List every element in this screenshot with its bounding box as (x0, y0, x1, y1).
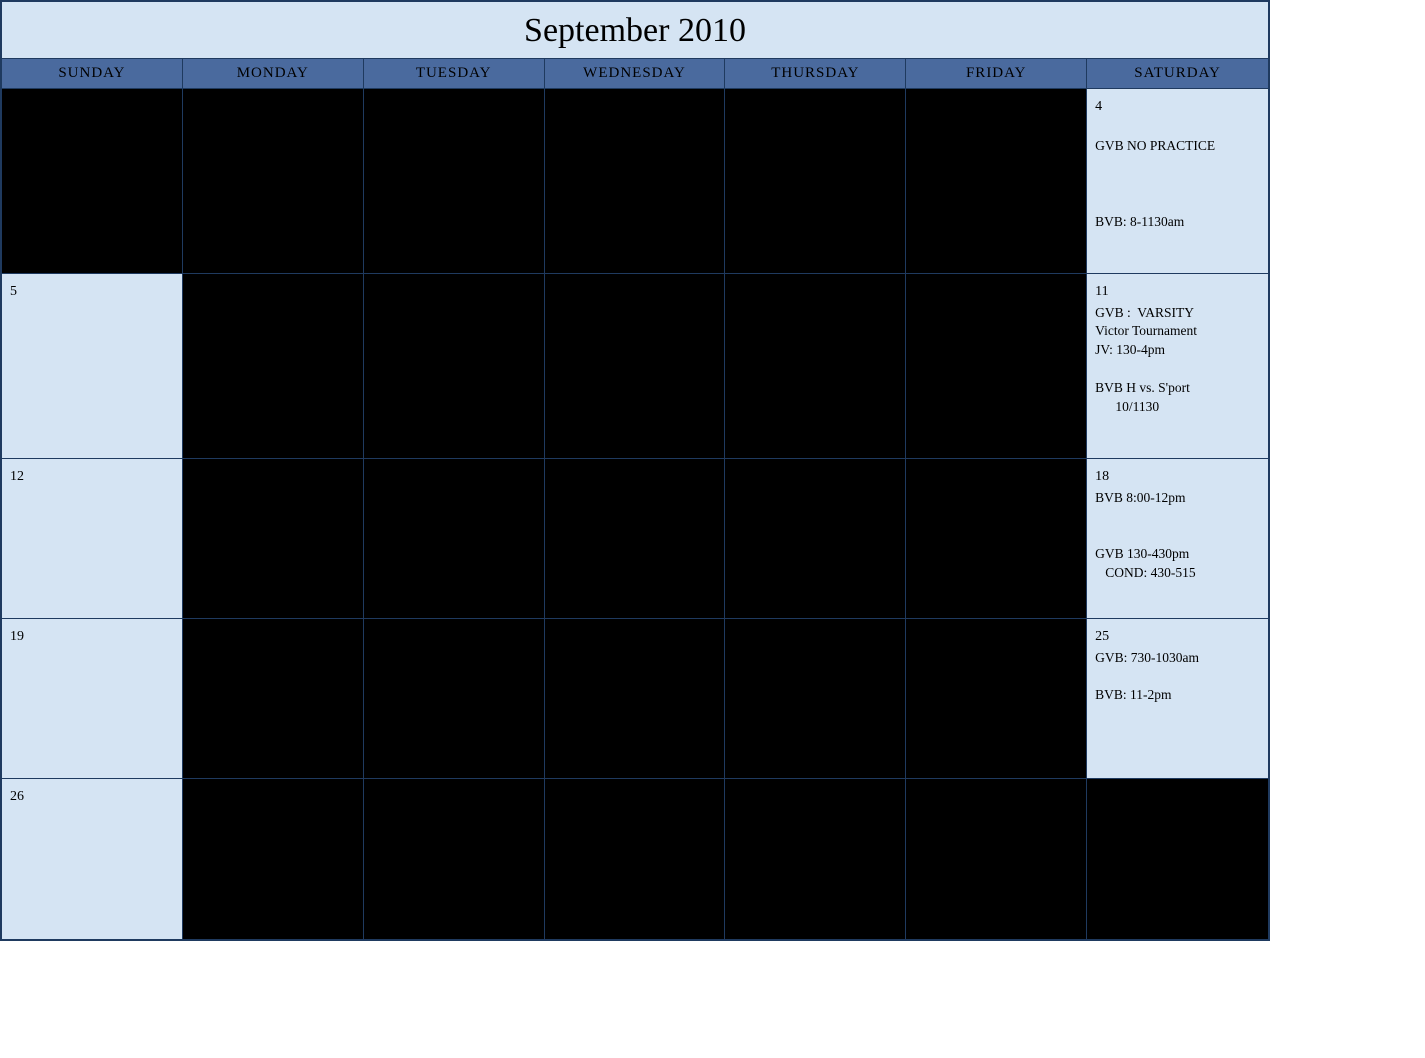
day-cell-blank (906, 459, 1087, 619)
day-cell-blank (364, 619, 545, 779)
day-cell-blank (545, 459, 726, 619)
event-text: BVB 8:00-12pm (1095, 489, 1260, 508)
day-cell: 19 (2, 619, 183, 779)
header-saturday: SATURDAY (1087, 59, 1268, 88)
day-cell-blank (725, 619, 906, 779)
day-cell-blank (1087, 779, 1268, 939)
header-friday: FRIDAY (906, 59, 1087, 88)
event-text (1095, 526, 1260, 545)
day-number: 4 (1095, 97, 1260, 117)
day-cell: 5 (2, 274, 183, 459)
day-number: 5 (10, 282, 174, 302)
day-number: 11 (1095, 282, 1260, 302)
header-wednesday: WEDNESDAY (545, 59, 726, 88)
day-cell-blank (545, 619, 726, 779)
day-cell-blank (545, 89, 726, 274)
event-text: GVB 130-430pm (1095, 545, 1260, 564)
event-text: BVB: 11-2pm (1095, 686, 1260, 705)
header-tuesday: TUESDAY (364, 59, 545, 88)
event-text: GVB NO PRACTICE (1095, 137, 1260, 156)
calendar-title: September 2010 (2, 2, 1268, 58)
event-text (1095, 119, 1260, 138)
day-cell-blank (725, 89, 906, 274)
day-cell: 25 GVB: 730-1030am BVB: 11-2pm (1087, 619, 1268, 779)
header-thursday: THURSDAY (725, 59, 906, 88)
day-cell-blank (364, 274, 545, 459)
day-cell: 4 GVB NO PRACTICE BVB: 8-1130am (1087, 89, 1268, 274)
day-cell-blank (183, 89, 364, 274)
event-text (1095, 667, 1260, 686)
event-text: COND: 430-515 (1095, 564, 1260, 583)
event-text (1095, 360, 1260, 379)
day-cell-blank (364, 89, 545, 274)
day-cell: 26 (2, 779, 183, 939)
day-cell-blank (906, 779, 1087, 939)
header-monday: MONDAY (183, 59, 364, 88)
day-cell-blank (183, 274, 364, 459)
event-text: BVB: 8-1130am (1095, 213, 1260, 232)
event-text (1095, 194, 1260, 213)
day-cell: 18 BVB 8:00-12pm GVB 130-430pm COND: 430-… (1087, 459, 1268, 619)
event-text: JV: 130-4pm (1095, 341, 1260, 360)
day-cell-blank (183, 619, 364, 779)
header-sunday: SUNDAY (2, 59, 183, 88)
day-cell: 12 (2, 459, 183, 619)
event-text (1095, 175, 1260, 194)
day-cell-blank (725, 274, 906, 459)
event-text: Victor Tournament (1095, 322, 1260, 341)
day-cell-blank (545, 779, 726, 939)
event-text: GVB: 730-1030am (1095, 649, 1260, 668)
day-cell-blank (906, 274, 1087, 459)
event-text: 10/1130 (1095, 398, 1260, 417)
event-text: GVB : VARSITY (1095, 304, 1260, 323)
day-number: 25 (1095, 627, 1260, 647)
day-number: 18 (1095, 467, 1260, 487)
event-text (1095, 507, 1260, 526)
day-cell: 11 GVB : VARSITYVictor TournamentJV: 130-… (1087, 274, 1268, 459)
calendar-grid: 4 GVB NO PRACTICE BVB: 8-1130am 5 11 GVB : … (2, 89, 1268, 939)
day-cell-blank (545, 274, 726, 459)
event-text: BVB H vs. S'port (1095, 379, 1260, 398)
event-text (1095, 156, 1260, 175)
day-number: 12 (10, 467, 174, 487)
day-cell-blank (183, 459, 364, 619)
day-number: 19 (10, 627, 174, 647)
day-number: 26 (10, 787, 174, 807)
day-cell-blank (725, 779, 906, 939)
calendar-container: September 2010 SUNDAY MONDAY TUESDAY WED… (0, 0, 1270, 941)
day-cell-blank (364, 459, 545, 619)
calendar-days-header: SUNDAY MONDAY TUESDAY WEDNESDAY THURSDAY… (2, 58, 1268, 89)
day-cell-blank (725, 459, 906, 619)
day-cell-blank (906, 619, 1087, 779)
day-cell-blank (906, 89, 1087, 274)
day-cell-blank (364, 779, 545, 939)
day-cell-blank (2, 89, 183, 274)
day-cell-blank (183, 779, 364, 939)
